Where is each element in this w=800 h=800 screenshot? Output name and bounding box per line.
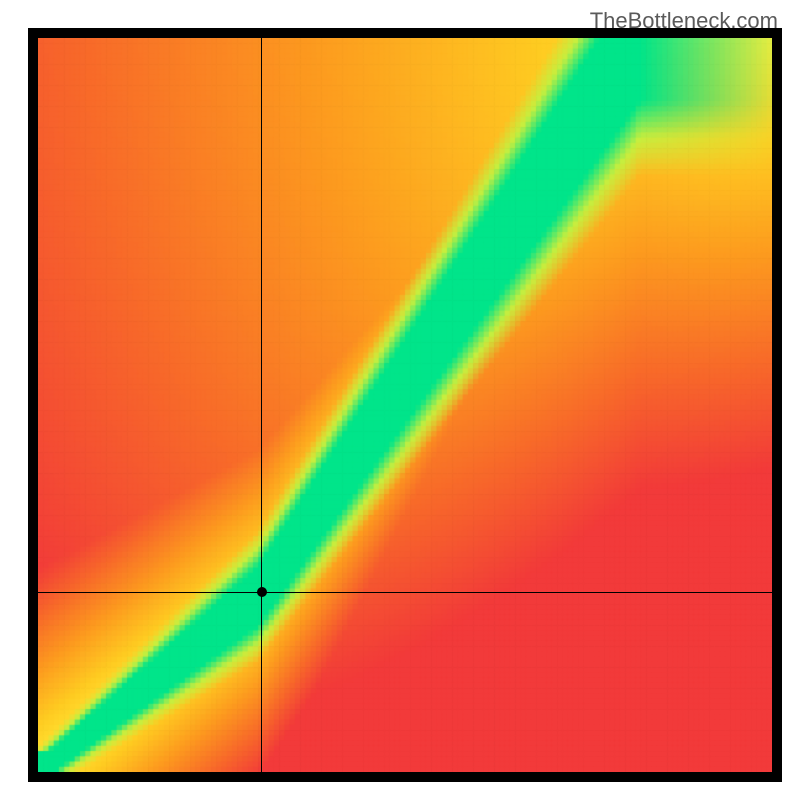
crosshair-marker [257, 587, 267, 597]
plot-area [38, 38, 772, 772]
watermark-text: TheBottleneck.com [590, 8, 778, 34]
crosshair-vertical [261, 38, 262, 772]
crosshair-horizontal [38, 592, 772, 593]
heatmap-canvas [38, 38, 772, 772]
chart-container: TheBottleneck.com [0, 0, 800, 800]
